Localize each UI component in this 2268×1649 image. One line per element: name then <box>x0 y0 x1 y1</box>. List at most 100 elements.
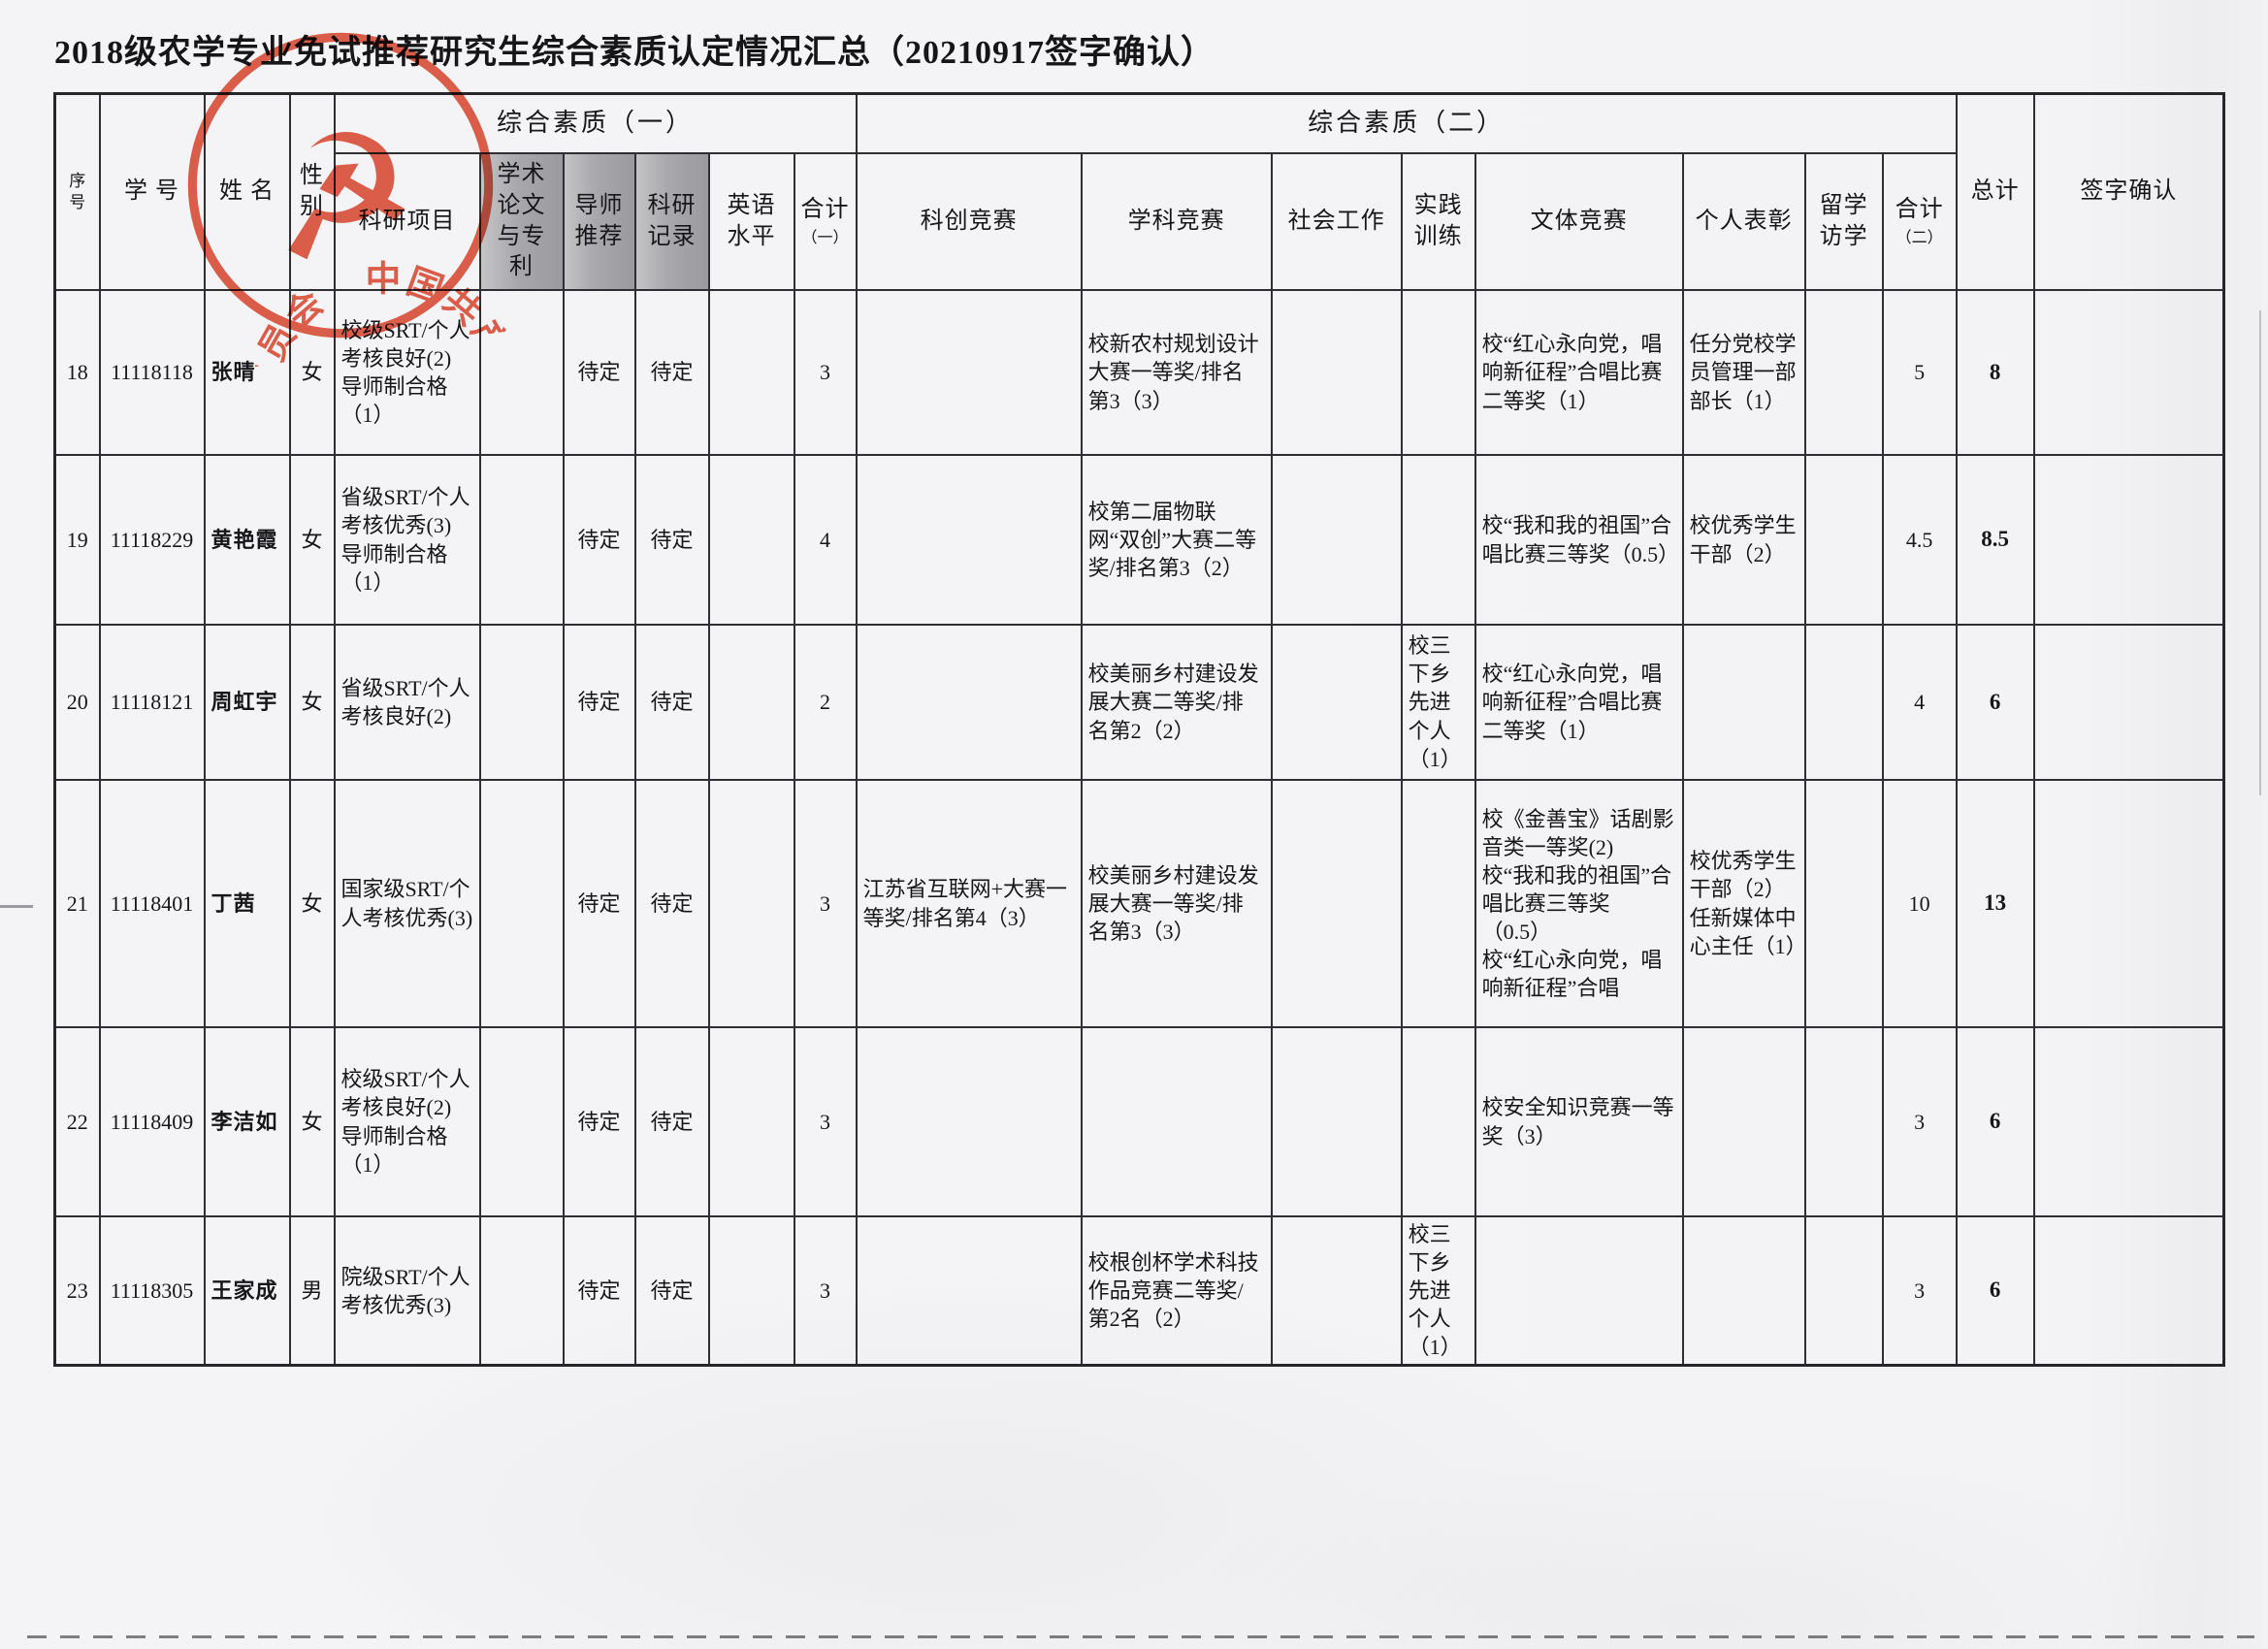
header-mentor: 导师推荐 <box>562 152 636 291</box>
cell-social <box>1270 289 1403 456</box>
header-sublabel: （一） <box>801 229 849 246</box>
header-label: 总计 <box>1970 178 2020 205</box>
header-label: 学 号 <box>124 178 179 205</box>
cell-abroad <box>1803 289 1884 456</box>
cell-mentor: 待定 <box>562 624 636 781</box>
cell-record: 待定 <box>633 1215 710 1367</box>
cell-name: 丁茜 <box>203 779 291 1028</box>
cell-social <box>1270 779 1403 1028</box>
cell-honor <box>1681 1215 1806 1367</box>
cell-no: 20 <box>53 624 101 781</box>
header-art: 文体竞赛 <box>1474 152 1684 291</box>
cell-sid: 11118409 <box>98 1026 206 1217</box>
header-name: 姓 名 <box>203 92 291 291</box>
cell-art: 校“我和我的祖国”合唱比赛三等奖（0.5） <box>1474 454 1684 626</box>
cell-sign <box>2032 779 2225 1028</box>
cell-honor: 校优秀学生干部（2） 任新媒体中心主任（1） <box>1681 779 1806 1028</box>
cell-honor: 校优秀学生干部（2） <box>1681 454 1806 626</box>
header-label: 科创竞赛 <box>920 208 1018 234</box>
cell-practice: 校三下乡先进个人（1） <box>1400 1215 1476 1367</box>
header-label: 合计 <box>1895 197 1944 223</box>
header-social: 社会工作 <box>1270 152 1403 291</box>
cell-paper <box>478 624 565 781</box>
header-record: 科研记录 <box>633 152 710 291</box>
cell-abroad <box>1803 1026 1884 1217</box>
cell-sid: 11118401 <box>98 779 206 1028</box>
header-label: 姓 名 <box>219 178 275 205</box>
header-label: 性别 <box>300 163 324 219</box>
cell-subject: 校美丽乡村建设发展大赛一等奖/排名第3（3） <box>1080 779 1273 1028</box>
header-abroad: 留学访学 <box>1803 152 1884 291</box>
header-sum1: 合计 （一） <box>793 152 858 291</box>
cell-paper <box>478 1215 565 1367</box>
cell-social <box>1270 624 1403 781</box>
cell-sum1: 3 <box>793 1215 858 1367</box>
page-bottom-cut-line <box>27 1635 2254 1638</box>
cell-paper <box>478 454 565 626</box>
cell-practice: 校三下乡先进个人（1） <box>1400 624 1476 781</box>
cell-name: 周虹宇 <box>203 624 291 781</box>
cell-subject: 校第二届物联网“双创”大赛二等奖/排名第3（2） <box>1080 454 1273 626</box>
student-row-21: 21 11118401 丁茜女国家级SRT/个人考核优秀(3) 待定 待定 3 江苏省互联网… <box>53 779 2225 1028</box>
header-label: 签字确认 <box>2080 178 2178 205</box>
cell-sum1: 3 <box>793 289 858 456</box>
header-label: 个人表彰 <box>1695 208 1793 234</box>
cell-record: 待定 <box>633 454 710 626</box>
cell-sum1: 4 <box>793 454 858 626</box>
cell-tech: 江苏省互联网+大赛一等奖/排名第4（3） <box>855 779 1083 1028</box>
cell-sum2: 3 <box>1881 1026 1958 1217</box>
header-label: 留学访学 <box>1819 192 1868 249</box>
cell-sum2: 3 <box>1881 1215 1958 1367</box>
header-proj: 科研项目 <box>333 152 481 291</box>
scan-edge-line <box>2259 310 2261 795</box>
cell-practice <box>1400 1026 1476 1217</box>
header-label: 社会工作 <box>1287 208 1385 234</box>
cell-total: 6 <box>1955 1026 2035 1217</box>
cell-sum2: 10 <box>1881 779 1958 1028</box>
cell-record: 待定 <box>633 779 710 1028</box>
header-label: 实践训练 <box>1413 192 1463 249</box>
cell-sum2: 4 <box>1881 624 1958 781</box>
header-label: 合计 <box>800 197 850 223</box>
header-sum2: 合计 （二） <box>1881 152 1958 291</box>
header-label: 英语水平 <box>727 192 776 249</box>
cell-sex: 男 <box>288 1215 336 1367</box>
cell-abroad <box>1803 779 1884 1028</box>
cell-paper <box>478 779 565 1028</box>
cell-social <box>1270 454 1403 626</box>
cell-english <box>707 1026 795 1217</box>
cell-subject: 校美丽乡村建设发展大赛二等奖/排名第2（2） <box>1080 624 1273 781</box>
cell-sid: 11118118 <box>98 289 206 456</box>
header-total: 总计 <box>1955 92 2035 291</box>
cell-sid: 11118229 <box>98 454 206 626</box>
header-label: 序号 <box>69 171 86 211</box>
header-label: 导师推荐 <box>574 192 624 249</box>
cell-total: 6 <box>1955 1215 2035 1367</box>
cell-tech <box>855 624 1083 781</box>
cell-mentor: 待定 <box>562 454 636 626</box>
cell-total: 6 <box>1955 624 2035 781</box>
cell-sum1: 3 <box>793 1026 858 1217</box>
cell-paper <box>478 1026 565 1217</box>
header-label: 文体竞赛 <box>1530 208 1628 234</box>
cell-mentor: 待定 <box>562 779 636 1028</box>
cell-total: 8 <box>1955 289 2035 456</box>
cell-paper <box>478 289 565 456</box>
cell-english <box>707 779 795 1028</box>
cell-sum2: 5 <box>1881 289 1958 456</box>
header-sublabel: （二） <box>1895 229 1943 246</box>
cell-sid: 11118305 <box>98 1215 206 1367</box>
header-honor: 个人表彰 <box>1681 152 1806 291</box>
cell-sign <box>2032 454 2225 626</box>
cell-name: 黄艳霞 <box>203 454 291 626</box>
cell-abroad <box>1803 454 1884 626</box>
cell-no: 22 <box>53 1026 101 1217</box>
cell-sign <box>2032 289 2225 456</box>
header-label: 科研项目 <box>358 208 456 234</box>
cell-abroad <box>1803 1215 1884 1367</box>
scan-artifact-dash <box>0 905 33 908</box>
cell-proj: 省级SRT/个人考核优秀(3) 导师制合格（1） <box>333 454 481 626</box>
cell-art: 校“红心永向党，唱响新征程”合唱比赛二等奖（1） <box>1474 289 1684 456</box>
header-english: 英语水平 <box>707 152 795 291</box>
assessment-table: 序号 学 号 姓 名性别 综合素质（一） 综合素质（二） 总计 签字确认 科研项目 学术论文与专… <box>53 92 2226 1368</box>
